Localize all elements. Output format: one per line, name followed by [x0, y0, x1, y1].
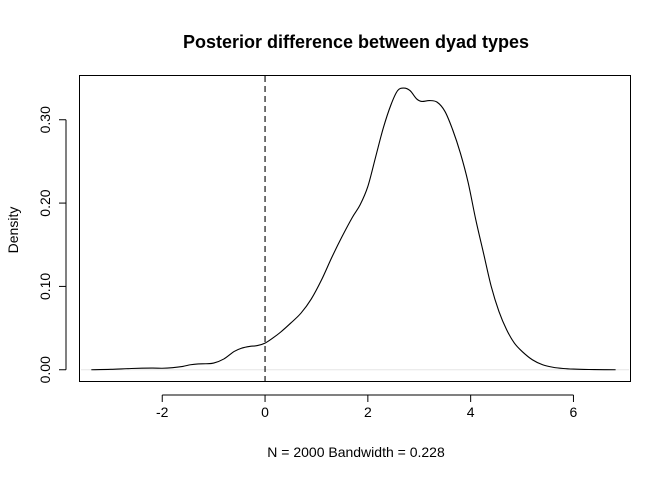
x-tick-label: 2 [364, 404, 372, 420]
x-axis: -2 0 2 4 6 [156, 394, 578, 420]
plot-frame [79, 75, 631, 382]
y-axis: 0.00 0.10 0.20 0.30 [37, 106, 67, 383]
density-curve [91, 87, 616, 371]
y-tick-label: 0.30 [37, 106, 53, 133]
y-axis-label: Density [5, 207, 21, 254]
x-tick-label: 4 [467, 404, 475, 420]
y-tick-label: 0.20 [37, 189, 53, 216]
x-tick-label: 6 [570, 404, 578, 420]
x-axis-label: N = 2000 Bandwidth = 0.228 [267, 444, 445, 460]
x-tick-label: 0 [261, 404, 269, 420]
y-tick-label: 0.10 [37, 273, 53, 300]
chart-title: Posterior difference between dyad types [183, 32, 529, 52]
x-tick-label: -2 [156, 404, 169, 420]
y-tick-label: 0.00 [37, 356, 53, 383]
